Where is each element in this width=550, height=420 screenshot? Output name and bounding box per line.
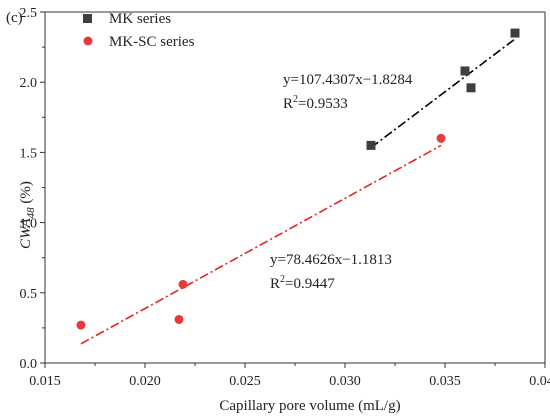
- legend-marker-mk: [83, 14, 92, 23]
- r2-mk-value: =0.9533: [298, 96, 348, 112]
- fit-lines: [80, 38, 516, 345]
- x-tick-label: 0.025: [229, 374, 261, 389]
- x-tick-label: 0.040: [529, 374, 550, 389]
- panel-label: (c): [6, 10, 23, 26]
- r2-mk-prefix: R: [283, 96, 293, 112]
- data-points: [76, 28, 520, 330]
- x-axis: 0.015 0.020 0.025 0.030 0.035 0.040: [29, 363, 550, 389]
- r2-mk: R2=0.9533: [283, 94, 348, 112]
- x-axis-title: Capillary pore volume (mL/g): [219, 398, 400, 414]
- plot-area: [44, 11, 546, 364]
- y-axis: 0.0 0.5 1.0 1.5 2.0 2.5: [20, 6, 45, 372]
- x-tick-label: 0.015: [29, 374, 61, 389]
- point-mk-sc-3: [436, 133, 446, 143]
- annotation-mk-sc: y=78.4626x−1.1813 R2=0.9447: [270, 252, 392, 292]
- x-tick-label: 0.030: [329, 374, 361, 389]
- legend-marker-mk-sc: [83, 36, 93, 46]
- y-tick-label: 1.0: [20, 217, 38, 232]
- y-axis-title: CWA48 (%): [18, 181, 37, 249]
- r2-mk-sc-prefix: R: [270, 276, 280, 292]
- equation-mk: y=107.4307x−1.8284: [283, 72, 413, 88]
- r2-mk-sc-sup: 2: [280, 274, 285, 285]
- y-tick-label: 2.5: [20, 6, 38, 21]
- r2-mk-sc-value: =0.9447: [285, 276, 335, 292]
- point-mk-sc-0: [76, 320, 86, 330]
- y-tick-label: 1.5: [20, 146, 38, 161]
- point-mk-1: [460, 66, 470, 76]
- equation-mk-sc: y=78.4626x−1.1813: [270, 252, 392, 268]
- x-tick-label: 0.020: [129, 374, 161, 389]
- y-tick-label: 0.0: [20, 357, 38, 372]
- fit-line-series-0: [370, 38, 516, 149]
- y-tick-label: 2.0: [20, 76, 38, 91]
- point-mk-sc-1: [174, 314, 184, 324]
- y-axis-title-main: CWA: [18, 217, 34, 248]
- point-mk-sc-2: [178, 279, 188, 289]
- fit-line-series-1: [80, 144, 442, 345]
- legend-label-mk-sc: MK-SC series: [109, 34, 195, 50]
- point-mk-3: [510, 28, 520, 38]
- y-tick-label: 0.5: [20, 287, 38, 302]
- r2-mk-sup: 2: [293, 94, 298, 105]
- point-mk-2: [466, 83, 476, 93]
- annotation-mk: y=107.4307x−1.8284 R2=0.9533: [283, 72, 413, 112]
- r2-mk-sc: R2=0.9447: [270, 274, 335, 292]
- legend-label-mk: MK series: [109, 11, 171, 27]
- x-tick-label: 0.035: [429, 374, 461, 389]
- y-axis-title-unit: (%): [18, 181, 34, 207]
- point-mk-0: [366, 140, 376, 150]
- y-axis-title-sub: 48: [25, 207, 37, 219]
- plot-frame: [44, 11, 546, 364]
- legend: MK series MK-SC series: [83, 11, 195, 50]
